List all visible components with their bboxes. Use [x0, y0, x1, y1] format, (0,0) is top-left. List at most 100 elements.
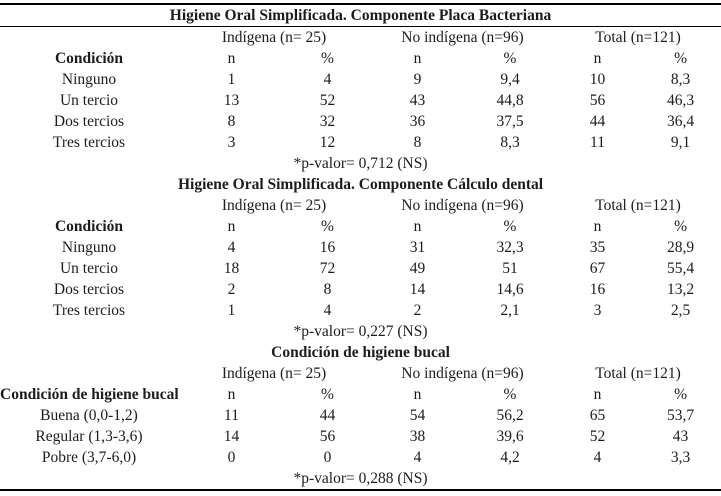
- cell: 10: [589, 71, 606, 88]
- table-row: Un tercio 18 72 49 51 67 55,4: [0, 258, 721, 279]
- cell: 1: [227, 302, 236, 319]
- group-header-row: Indígena (n= 25) No indígena (n=96) Tota…: [0, 195, 721, 216]
- cell: 4: [227, 239, 236, 256]
- p-value: *p-valor= 0,712 (NS): [293, 155, 428, 172]
- cell: 2,5: [670, 302, 691, 319]
- table-row: Tres tercios 3 12 8 8,3 11 9,1: [0, 132, 721, 153]
- p-value-row: *p-valor= 0,712 (NS): [0, 153, 721, 174]
- cell: 44,8: [496, 92, 524, 109]
- subheader-n: n: [593, 218, 602, 235]
- table-row: Dos tercios 2 8 14 14,6 16 13,2: [0, 279, 721, 300]
- cell: 36,4: [666, 113, 695, 130]
- section-title-row: Higiene Oral Simplificada. Componente Pl…: [0, 4, 721, 27]
- subheader-n: n: [227, 386, 236, 403]
- subheader-pct: %: [674, 386, 687, 403]
- cell: 3: [227, 134, 236, 151]
- cell: 36: [409, 113, 426, 130]
- subheader-n: n: [227, 218, 236, 235]
- cell: 4,2: [500, 449, 520, 466]
- p-value: *p-valor= 0,288 (NS): [293, 470, 428, 487]
- cell: 72: [319, 260, 336, 277]
- cell: 16: [319, 239, 336, 256]
- cell: 9,4: [500, 71, 520, 88]
- row-label: Un tercio: [59, 260, 119, 277]
- subheader-n: n: [593, 50, 602, 67]
- subheader-pct: %: [321, 50, 334, 67]
- results-table: Higiene Oral Simplificada. Componente Pl…: [0, 3, 721, 491]
- cell: 14: [409, 281, 426, 298]
- subheader-pct: %: [674, 50, 687, 67]
- group-header-no-indigena: No indígena (n=96): [401, 29, 524, 46]
- cell: 37,5: [496, 113, 524, 130]
- cell: 54: [409, 407, 426, 424]
- subheader-row: Condición de higiene bucal n % n % n %: [0, 384, 721, 405]
- subheader-n: n: [227, 50, 236, 67]
- cell: 4: [323, 71, 332, 88]
- cell: 18: [223, 260, 240, 277]
- group-header-no-indigena: No indígena (n=96): [401, 365, 524, 382]
- cell: 56: [589, 92, 606, 109]
- label-column-header: Condición: [54, 218, 124, 235]
- row-label: Dos tercios: [53, 281, 125, 298]
- cell: 12: [319, 134, 336, 151]
- cell: 9,1: [670, 134, 691, 151]
- cell: 56,2: [496, 407, 524, 424]
- row-label: Tres tercios: [52, 302, 126, 319]
- table-row: Ninguno 4 16 31 32,3 35 28,9: [0, 237, 721, 258]
- group-header-total: Total (n=121): [595, 197, 681, 214]
- cell: 53,7: [666, 407, 695, 424]
- cell: 16: [589, 281, 606, 298]
- cell: 35: [589, 239, 606, 256]
- group-header-no-indigena: No indígena (n=96): [401, 197, 524, 214]
- table-row: Ninguno 1 4 9 9,4 10 8,3: [0, 69, 721, 90]
- group-header-indigena: Indígena (n= 25): [221, 365, 327, 382]
- cell: 14: [223, 428, 240, 445]
- section-title: Higiene Oral Simplificada. Componente Pl…: [0, 4, 721, 27]
- cell: 8: [413, 134, 422, 151]
- cell: 31: [409, 239, 426, 256]
- cell: 28,9: [666, 239, 695, 256]
- table-row: Pobre (3,7-6,0) 0 0 4 4,2 4 3,3: [0, 447, 721, 468]
- cell: 39,6: [496, 428, 524, 445]
- subheader-pct: %: [674, 218, 687, 235]
- subheader-pct: %: [321, 386, 334, 403]
- row-label: Buena (0,0-1,2): [40, 407, 138, 424]
- cell: 44: [589, 113, 606, 130]
- group-header-indigena: Indígena (n= 25): [221, 197, 327, 214]
- cell: 3: [593, 302, 602, 319]
- cell: 46,3: [666, 92, 695, 109]
- p-value-row: *p-valor= 0,288 (NS): [0, 468, 721, 490]
- cell: 8: [227, 113, 236, 130]
- cell: 32: [319, 113, 336, 130]
- subheader-pct: %: [503, 218, 517, 235]
- cell: 0: [227, 449, 236, 466]
- group-header-row: Indígena (n= 25) No indígena (n=96) Tota…: [0, 363, 721, 384]
- cell: 55,4: [666, 260, 695, 277]
- cell: 4: [593, 449, 602, 466]
- p-value-row: *p-valor= 0,227 (NS): [0, 321, 721, 342]
- subheader-row: Condición n % n % n %: [0, 48, 721, 69]
- cell: 38: [409, 428, 426, 445]
- table-row: Dos tercios 8 32 36 37,5 44 36,4: [0, 111, 721, 132]
- cell: 52: [589, 428, 606, 445]
- cell: 3,3: [670, 449, 691, 466]
- row-label: Un tercio: [59, 92, 119, 109]
- cell: 11: [224, 407, 239, 424]
- section-condicion-higiene-bucal: Condición de higiene bucal Indígena (n= …: [0, 342, 721, 490]
- subheader-n: n: [413, 386, 422, 403]
- cell: 8,3: [670, 71, 691, 88]
- spacer-cell: [0, 363, 178, 384]
- cell: 4: [323, 302, 332, 319]
- spacer-cell: [0, 27, 178, 49]
- cell: 8,3: [500, 134, 520, 151]
- cell: 65: [589, 407, 606, 424]
- cell: 0: [323, 449, 332, 466]
- cell: 14,6: [496, 281, 524, 298]
- cell: 1: [227, 71, 236, 88]
- subheader-n: n: [593, 386, 602, 403]
- cell: 32,3: [496, 239, 524, 256]
- cell: 11: [590, 134, 605, 151]
- group-header-total: Total (n=121): [595, 29, 681, 46]
- row-label: Regular (1,3-3,6): [35, 428, 143, 445]
